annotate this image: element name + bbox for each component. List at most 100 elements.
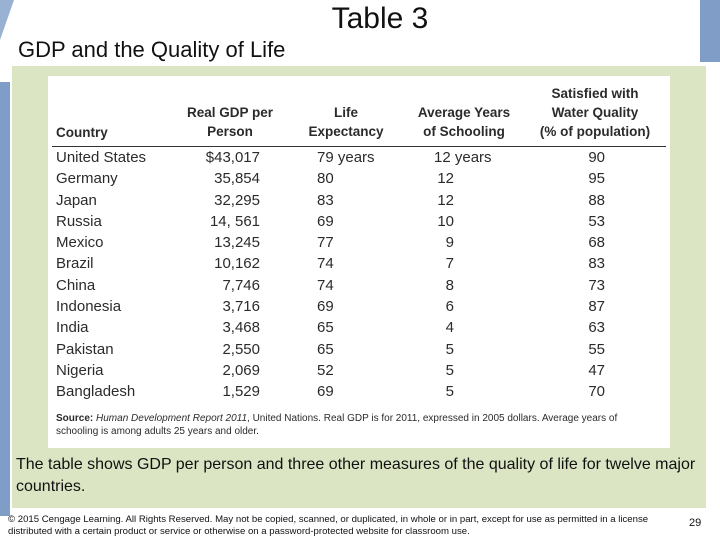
cell-country: Pakistan bbox=[56, 340, 114, 358]
header-water-line1: Satisfied with bbox=[551, 86, 639, 101]
header-life-line1: Life bbox=[333, 105, 358, 120]
cell-life: 69 bbox=[317, 212, 334, 230]
header-life-line2: Expectancy bbox=[308, 124, 384, 139]
table-row: Brazil 10,162 74 7 83 bbox=[48, 253, 670, 274]
cell-life: 65 bbox=[317, 319, 334, 337]
cell-life: 69 bbox=[317, 383, 334, 401]
cell-gdp: 1,529 bbox=[222, 383, 260, 401]
cell-country: India bbox=[56, 319, 89, 337]
cell-water: 70 bbox=[588, 383, 605, 401]
cell-water: 88 bbox=[588, 191, 605, 209]
cell-school: 12 bbox=[437, 191, 454, 209]
header-school-line2: of Schooling bbox=[423, 124, 505, 139]
header-school-line1: Average Years bbox=[417, 105, 511, 120]
cell-gdp: 32,295 bbox=[214, 191, 260, 209]
cell-life: 74 bbox=[317, 276, 334, 294]
cell-water: 95 bbox=[588, 170, 605, 188]
cell-country: Bangladesh bbox=[56, 383, 136, 401]
table-row: Bangladesh 1,529 69 5 70 bbox=[48, 381, 670, 402]
cell-water: 53 bbox=[588, 212, 605, 230]
slide-title: Table 3 bbox=[331, 2, 429, 35]
cell-school: 12 bbox=[437, 170, 454, 188]
header-gdp-line1: Real GDP per bbox=[186, 105, 274, 120]
cell-water: 73 bbox=[588, 276, 605, 294]
cell-water: 87 bbox=[588, 298, 605, 316]
cell-country: Indonesia bbox=[56, 298, 122, 316]
cell-gdp: 35,854 bbox=[214, 170, 260, 188]
cell-gdp: $43,017 bbox=[205, 149, 260, 166]
cell-gdp: 7,746 bbox=[222, 276, 260, 294]
cell-life: 77 bbox=[317, 234, 334, 252]
cell-school: 7 bbox=[445, 255, 454, 273]
cell-life: 65 bbox=[317, 340, 334, 358]
cell-water: 68 bbox=[588, 234, 605, 252]
corner-decoration bbox=[0, 0, 14, 40]
cell-school: 10 bbox=[437, 212, 454, 230]
slide-subtitle: GDP and the Quality of Life bbox=[18, 37, 286, 62]
page-number: 29 bbox=[689, 517, 702, 529]
header-divider bbox=[52, 146, 666, 147]
cell-school: 12 years bbox=[434, 149, 492, 166]
cell-country: Nigeria bbox=[56, 361, 104, 379]
cell-school: 8 bbox=[445, 276, 454, 294]
table-row: Pakistan 2,550 65 5 55 bbox=[48, 339, 670, 360]
cell-country: Russia bbox=[56, 212, 102, 230]
source-title: Human Development Report 2011 bbox=[96, 413, 248, 424]
cell-water: 47 bbox=[588, 361, 605, 379]
table-row: China 7,746 74 8 73 bbox=[48, 275, 670, 296]
cell-life: 52 bbox=[317, 361, 334, 379]
slide-caption: The table shows GDP per person and three… bbox=[16, 456, 696, 495]
cell-life: 69 bbox=[317, 298, 334, 316]
cell-gdp: 13,245 bbox=[214, 234, 260, 252]
header-life-expectancy: Life Expectancy bbox=[298, 103, 394, 141]
cell-country: China bbox=[56, 276, 96, 294]
table-row: Nigeria 2,069 52 5 47 bbox=[48, 360, 670, 381]
header-schooling: Average Years of Schooling bbox=[410, 103, 518, 141]
cell-gdp: 2,550 bbox=[222, 340, 260, 358]
table-body: United States $43,017 79 years 12 years … bbox=[48, 147, 670, 403]
cell-gdp: 3,716 bbox=[222, 298, 260, 316]
cell-water: 83 bbox=[588, 255, 605, 273]
copyright-notice: © 2015 Cengage Learning. All Rights Rese… bbox=[8, 514, 649, 537]
cell-country: Germany bbox=[56, 170, 118, 188]
cell-gdp: 2,069 bbox=[222, 361, 260, 379]
cell-gdp: 14, 561 bbox=[209, 212, 260, 230]
table-row: Germany 35,854 80 12 95 bbox=[48, 168, 670, 189]
cell-school: 5 bbox=[445, 383, 454, 401]
table-source-note: Source: Human Development Report 2011, U… bbox=[56, 412, 660, 438]
header-water-line2: Water Quality bbox=[551, 105, 639, 120]
cell-school: 5 bbox=[445, 361, 454, 379]
source-label: Source: bbox=[56, 413, 94, 424]
cell-life: 83 bbox=[317, 191, 334, 209]
table-row: Japan 32,295 83 12 88 bbox=[48, 190, 670, 211]
header-gdp-line2: Person bbox=[207, 124, 253, 139]
cell-country: Brazil bbox=[56, 255, 94, 273]
cell-gdp: 3,468 bbox=[222, 319, 260, 337]
cell-water: 90 bbox=[588, 149, 605, 166]
header-water-quality: Satisfied with Water Quality (% of popul… bbox=[530, 84, 660, 141]
cell-country: Mexico bbox=[56, 234, 104, 252]
left-accent-bar bbox=[0, 82, 10, 516]
cell-water: 55 bbox=[588, 340, 605, 358]
table-row: India 3,468 65 4 63 bbox=[48, 317, 670, 338]
cell-gdp: 10,162 bbox=[214, 255, 260, 273]
cell-school: 6 bbox=[445, 298, 454, 316]
cell-school: 5 bbox=[445, 340, 454, 358]
cell-school: 9 bbox=[445, 234, 454, 252]
header-country: Country bbox=[56, 125, 108, 140]
table-row: Russia 14, 561 69 10 53 bbox=[48, 211, 670, 232]
header-gdp: Real GDP per Person bbox=[166, 103, 294, 141]
header-water-line3: (% of population) bbox=[539, 124, 651, 139]
cell-country: Japan bbox=[56, 191, 97, 209]
source-text: , United Nations. Real GDP is for 2011, … bbox=[56, 413, 618, 437]
right-accent-bar bbox=[700, 0, 720, 62]
table-row: Mexico 13,245 77 9 68 bbox=[48, 232, 670, 253]
table-row: Indonesia 3,716 69 6 87 bbox=[48, 296, 670, 317]
cell-life: 79 years bbox=[317, 149, 375, 166]
cell-life: 80 bbox=[317, 170, 334, 188]
cell-water: 63 bbox=[588, 319, 605, 337]
cell-life: 74 bbox=[317, 255, 334, 273]
data-table: Country Real GDP per Person Life Expecta… bbox=[48, 76, 670, 448]
cell-country: United States bbox=[56, 149, 147, 166]
table-row: United States $43,017 79 years 12 years … bbox=[48, 147, 670, 168]
